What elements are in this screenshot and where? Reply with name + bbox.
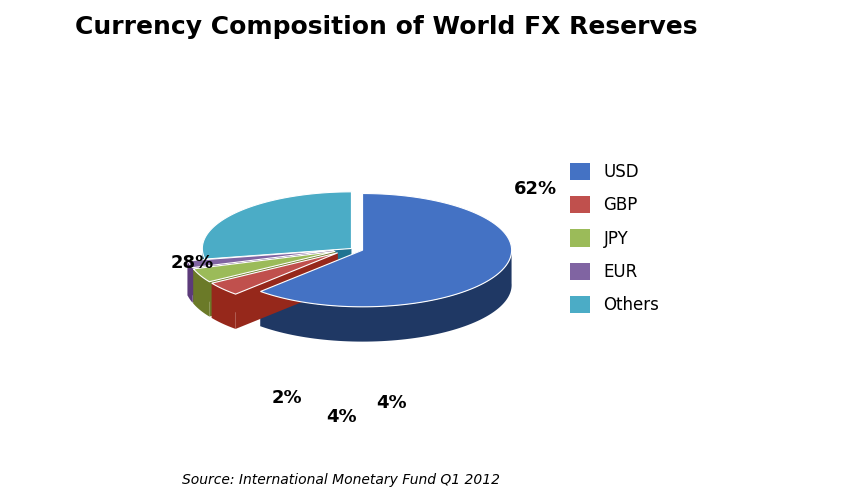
Polygon shape — [203, 246, 205, 294]
Polygon shape — [236, 253, 337, 329]
Legend: USD, GBP, JPY, EUR, Others: USD, GBP, JPY, EUR, Others — [564, 157, 666, 321]
Polygon shape — [261, 193, 512, 307]
Polygon shape — [193, 269, 210, 317]
Text: 28%: 28% — [170, 254, 214, 272]
Text: 2%: 2% — [272, 389, 302, 407]
Polygon shape — [203, 192, 351, 259]
Polygon shape — [187, 261, 193, 303]
Polygon shape — [193, 250, 334, 303]
Text: Currency Composition of World FX Reserves: Currency Composition of World FX Reserve… — [75, 15, 698, 39]
Polygon shape — [205, 248, 351, 294]
Polygon shape — [212, 253, 337, 294]
Polygon shape — [261, 248, 512, 341]
Polygon shape — [212, 283, 236, 329]
Polygon shape — [261, 250, 363, 326]
Text: 4%: 4% — [376, 394, 406, 412]
Polygon shape — [187, 250, 334, 296]
Text: 4%: 4% — [326, 409, 357, 426]
Polygon shape — [193, 251, 335, 282]
Polygon shape — [187, 250, 334, 268]
Text: 62%: 62% — [514, 180, 557, 198]
Text: Source: International Monetary Fund Q1 2012: Source: International Monetary Fund Q1 2… — [182, 473, 500, 487]
Polygon shape — [193, 251, 335, 304]
Polygon shape — [212, 253, 337, 318]
Polygon shape — [210, 251, 335, 317]
